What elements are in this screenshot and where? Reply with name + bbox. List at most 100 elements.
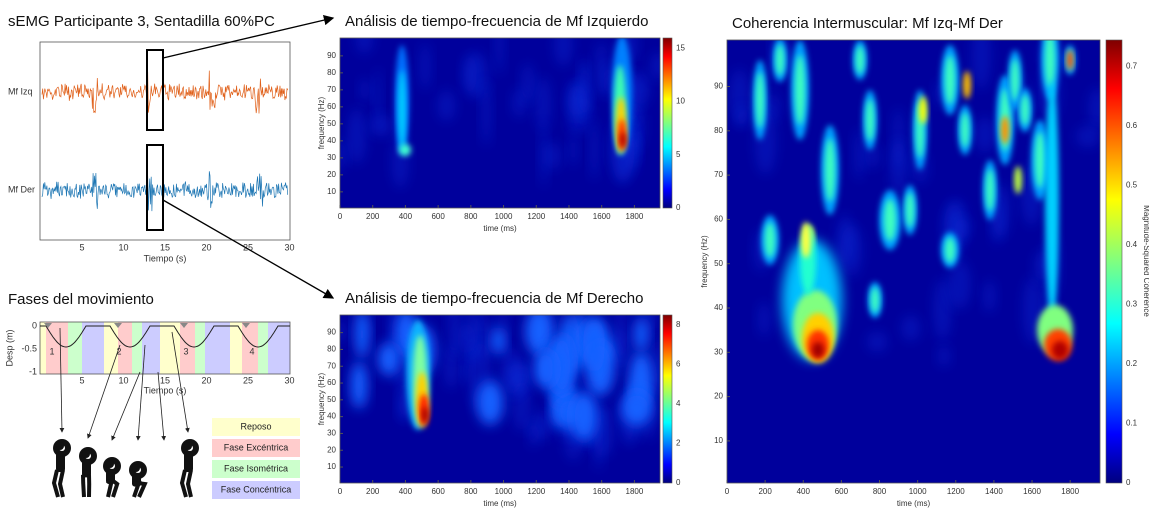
colorbar-tick-label: 0.7 xyxy=(1126,62,1138,71)
x-tick-label: 5 xyxy=(79,242,84,252)
texture xyxy=(568,133,578,167)
heat-blob xyxy=(621,390,653,426)
y-tick-label: 30 xyxy=(327,153,336,162)
heat-blob xyxy=(945,55,955,105)
texture xyxy=(481,80,492,147)
heat-blob xyxy=(525,315,554,356)
torso xyxy=(184,452,193,472)
arrow xyxy=(87,344,121,439)
colorbar-tick-label: 0 xyxy=(676,478,681,487)
heat-blob xyxy=(1014,166,1022,194)
texture xyxy=(1088,87,1100,129)
x-axis-label: time (ms) xyxy=(483,499,517,508)
heat-blob xyxy=(795,55,805,125)
x-tick-label: 200 xyxy=(366,212,380,221)
colorbar-tick-label: 10 xyxy=(676,97,685,106)
axis-box xyxy=(339,37,661,209)
title: Fases del movimiento xyxy=(8,291,154,308)
marker xyxy=(242,323,250,328)
heat-blob xyxy=(491,327,505,355)
texture xyxy=(340,321,348,343)
x-tick-label: 20 xyxy=(201,242,211,252)
texture xyxy=(447,315,462,358)
y-tick-label: 70 xyxy=(327,361,336,370)
x-tick-label: 1600 xyxy=(1023,487,1041,496)
head xyxy=(82,450,90,458)
y-tick-label: 20 xyxy=(327,170,336,179)
y-tick-label: -1 xyxy=(29,366,37,376)
legend-swatch xyxy=(212,481,300,499)
arrow xyxy=(135,344,146,441)
series-label: Mf Izq xyxy=(8,86,33,96)
title: Análisis de tiempo-frecuencia de Mf Izqu… xyxy=(345,13,649,30)
x-tick-label: 15 xyxy=(160,375,170,385)
colorbar-label: Magnitude-Squared Coherence xyxy=(1142,205,1149,317)
y-tick-label: 50 xyxy=(327,395,336,404)
legend-label: Fase Excéntrica xyxy=(224,442,289,452)
y-tick-label: 10 xyxy=(327,187,336,196)
axis-box xyxy=(39,41,291,241)
y-axis-label: frequency (Hz) xyxy=(317,372,326,425)
phase-number: 3 xyxy=(183,346,188,356)
arrow xyxy=(157,371,167,441)
texture xyxy=(578,63,591,120)
heat-blob xyxy=(1045,40,1055,88)
y-tick-label: 40 xyxy=(714,303,723,312)
heat-blob xyxy=(1045,80,1059,320)
y-axis-label: frequency (Hz) xyxy=(700,235,709,288)
x-tick-label: 1800 xyxy=(626,212,644,221)
y-tick-label: 80 xyxy=(327,345,336,354)
phase-band xyxy=(195,322,205,374)
x-tick-label: 30 xyxy=(284,375,294,385)
marker xyxy=(180,323,188,328)
window-marker xyxy=(146,49,164,131)
heat-blob xyxy=(986,169,994,211)
x-tick-label: 25 xyxy=(243,375,253,385)
colorbar-tick-label: 0.6 xyxy=(1126,121,1138,130)
x-tick-label: 1200 xyxy=(947,487,965,496)
texture xyxy=(975,116,995,153)
content: Análisis de tiempo-frecuencia de Mf Izqu… xyxy=(4,13,1149,508)
y-tick-label: 80 xyxy=(327,68,336,77)
heat-blob xyxy=(856,46,864,74)
legend-label: Fase Concéntrica xyxy=(221,484,292,494)
arrow xyxy=(59,327,65,433)
x-tick-label: 0 xyxy=(338,212,343,221)
legs xyxy=(81,474,92,498)
y-tick-label: 60 xyxy=(327,102,336,111)
heat-blob xyxy=(378,342,400,376)
texture xyxy=(971,40,991,90)
colorbar-tick-label: 4 xyxy=(676,399,681,408)
heat-blob xyxy=(476,380,504,425)
marker xyxy=(114,323,122,328)
texture xyxy=(544,141,561,170)
y-tick-label: 60 xyxy=(327,378,336,387)
heat-blob xyxy=(825,138,835,202)
x-tick-label: 0 xyxy=(338,487,343,496)
y-tick-label: 20 xyxy=(714,392,723,401)
y-tick-label: 10 xyxy=(714,436,723,445)
phase-band xyxy=(180,322,195,374)
title: Coherencia Intermuscular: Mf Izq-Mf Der xyxy=(732,15,1003,32)
x-tick-label: 400 xyxy=(399,212,413,221)
phase-band xyxy=(230,322,242,374)
texture xyxy=(933,278,952,342)
texture xyxy=(521,62,535,103)
y-tick-label: 30 xyxy=(714,347,723,356)
x-tick-label: 10 xyxy=(118,375,128,385)
phase-band xyxy=(68,322,82,374)
heat-blob xyxy=(570,392,598,441)
x-tick-label: 1200 xyxy=(527,212,545,221)
x-tick-label: 1800 xyxy=(1061,487,1079,496)
legend-label: Reposo xyxy=(240,421,271,431)
texture xyxy=(419,42,431,91)
texture xyxy=(528,420,540,448)
heat-blob xyxy=(963,71,971,99)
texture xyxy=(602,62,614,98)
texture xyxy=(614,315,628,363)
x-tick-label: 600 xyxy=(431,212,445,221)
texture xyxy=(853,128,865,181)
y-tick-label: 70 xyxy=(714,170,723,179)
legend-swatch xyxy=(212,460,300,478)
